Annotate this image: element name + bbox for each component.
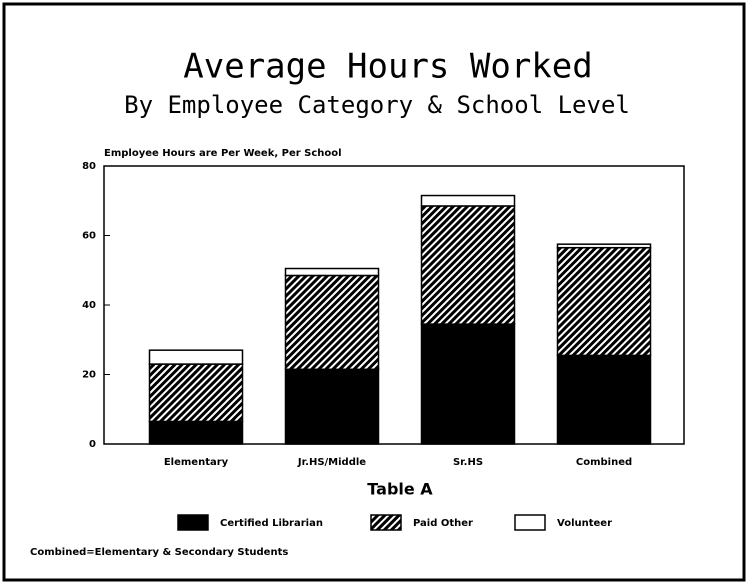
y-tick-label: 60 (82, 231, 96, 242)
x-tick-label: Combined (576, 457, 632, 468)
bar-segment (284, 274, 380, 371)
x-tick-label: Jr.HS/Middle (297, 457, 366, 468)
legend-swatch (370, 514, 402, 531)
footnote: Combined=Elementary & Secondary Students (30, 547, 288, 558)
bar-segment (148, 349, 244, 365)
bar-segment (420, 194, 516, 207)
legend-swatch (514, 514, 546, 531)
x-axis-label: Table A (367, 480, 433, 499)
bar-segment (556, 246, 652, 357)
x-tick-label: Elementary (164, 457, 229, 468)
legend-label: Certified Librarian (220, 518, 323, 529)
bar-segment (420, 323, 516, 445)
legend-label: Volunteer (557, 518, 612, 529)
bar-segment (420, 205, 516, 325)
bar-segment (148, 420, 244, 445)
bar-segment (284, 267, 380, 277)
bar-segment (148, 363, 244, 423)
annotation: Employee Hours are Per Week, Per School (104, 148, 342, 159)
y-tick-label: 40 (82, 300, 96, 311)
bar-segment (556, 243, 652, 249)
bar-segment (556, 354, 652, 445)
y-tick-label: 0 (89, 439, 96, 450)
bar-segment (284, 368, 380, 445)
y-tick-label: 80 (82, 161, 96, 172)
y-tick-label: 20 (82, 370, 96, 381)
chart-title: Average Hours Worked (183, 47, 592, 87)
x-tick-label: Sr.HS (453, 457, 483, 468)
legend-label: Paid Other (413, 518, 473, 529)
chart-subtitle: By Employee Category & School Level (124, 91, 630, 119)
legend-swatch (177, 514, 209, 531)
